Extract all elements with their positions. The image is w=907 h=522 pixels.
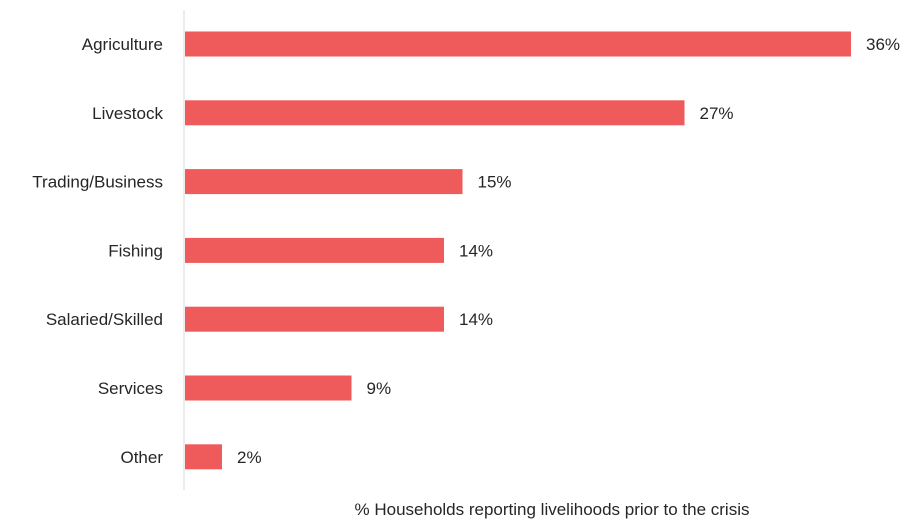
bars-group [185, 31, 851, 470]
bar-other [185, 444, 222, 470]
x-axis-title: % Households reporting livelihoods prior… [355, 500, 750, 519]
value-label-fishing: 14% [459, 241, 493, 260]
value-label-other: 2% [237, 448, 262, 467]
category-label-agriculture: Agriculture [82, 35, 163, 54]
value-label-salaried-skilled: 14% [459, 310, 493, 329]
value-label-trading-business: 15% [478, 173, 512, 192]
bar-fishing [185, 237, 444, 263]
category-label-trading-business: Trading/Business [32, 173, 163, 192]
bar-agriculture [185, 31, 851, 57]
category-label-fishing: Fishing [108, 241, 163, 260]
bar-livestock [185, 100, 685, 126]
category-label-services: Services [98, 379, 163, 398]
value-label-livestock: 27% [700, 104, 734, 123]
value-label-services: 9% [367, 379, 392, 398]
category-label-salaried-skilled: Salaried/Skilled [46, 310, 163, 329]
category-label-other: Other [120, 448, 163, 467]
category-labels: Agriculture Livestock Trading/Business Fish… [32, 35, 163, 467]
bar-trading-business [185, 169, 463, 195]
category-label-livestock: Livestock [92, 104, 163, 123]
bar-services [185, 375, 352, 401]
value-labels: 36% 27% 15% 14% 14% 9% 2% [237, 35, 900, 467]
bar-salaried-skilled [185, 306, 444, 332]
value-label-agriculture: 36% [866, 35, 900, 54]
